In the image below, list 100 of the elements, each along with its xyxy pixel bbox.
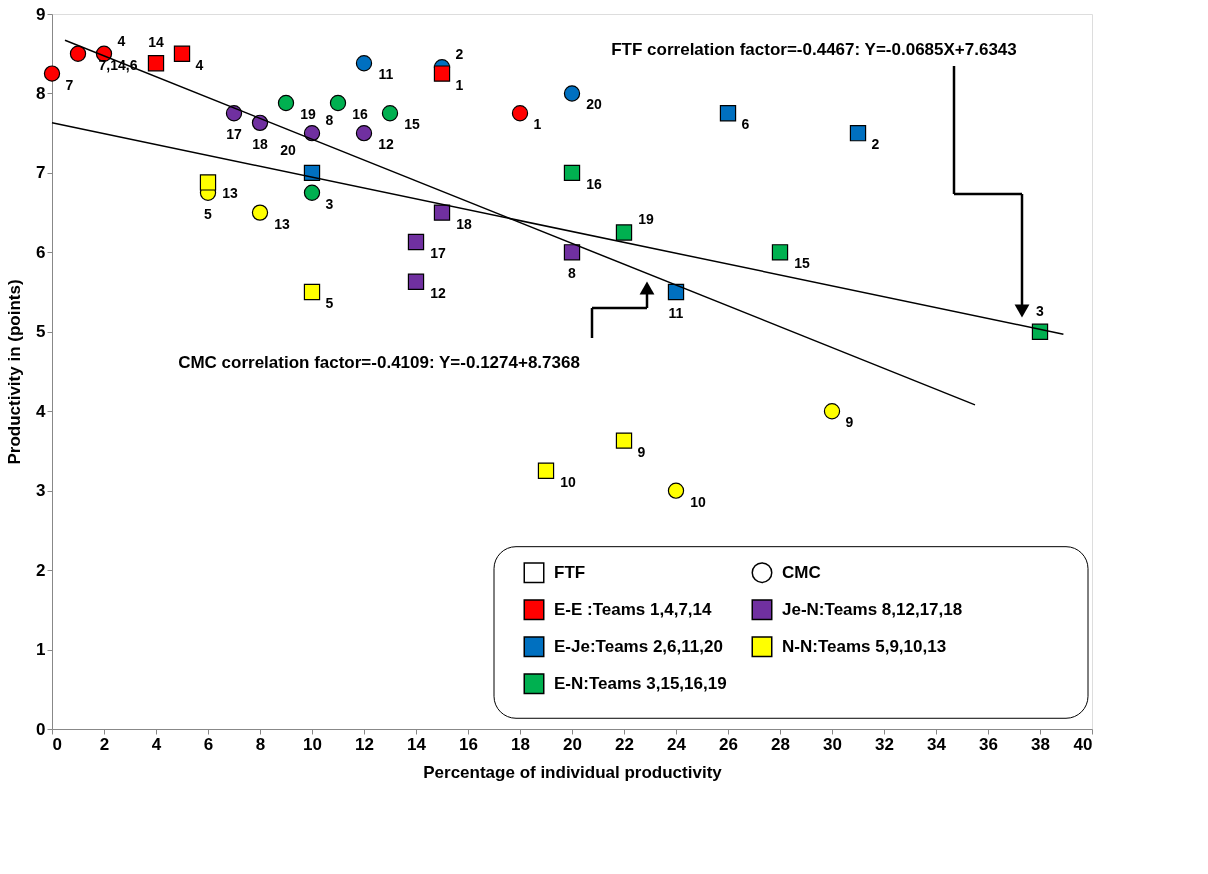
annotation: 19 (638, 211, 654, 228)
annotation: 7 (65, 76, 74, 93)
annotation: 12 (378, 136, 394, 153)
annotation: 18 (456, 215, 472, 232)
x-tick-label: 12 (355, 734, 374, 754)
x-tick-label: 0 (52, 734, 62, 754)
annotation: 16 (352, 105, 368, 122)
legend-label: E-E :Teams 1,4,7,14 (554, 599, 713, 619)
annotation: 12 (430, 284, 446, 301)
y-tick-label: 5 (36, 322, 46, 342)
point (667, 482, 685, 499)
x-tick-label: 18 (511, 734, 530, 754)
point (667, 283, 685, 301)
y-tick-label: 0 (36, 719, 46, 739)
y-tick-label: 9 (36, 4, 46, 24)
annotation: 5 (204, 205, 213, 222)
point (303, 283, 321, 301)
point (251, 114, 269, 132)
annotation: CMC correlation factor=-0.4109: Y=-0.1274+8.7368 (178, 353, 580, 372)
x-tick-label: 14 (407, 734, 427, 754)
annotation: 11 (668, 305, 684, 322)
annotation: 15 (404, 116, 420, 133)
x-tick-label: 22 (615, 734, 634, 754)
y-tick-label: 1 (36, 640, 46, 660)
point (173, 45, 191, 62)
annotation: 8 (568, 265, 577, 282)
point (303, 125, 321, 142)
point (147, 55, 165, 72)
x-tick-label: 26 (719, 734, 738, 754)
annotation: 3 (325, 195, 334, 212)
annotation: 1 (455, 76, 464, 93)
legend-label: N-N:Teams 5,9,10,13 (782, 636, 947, 656)
y-tick-label: 6 (36, 242, 46, 262)
x-tick-label: 28 (771, 734, 790, 754)
x-tick-label: 10 (303, 734, 322, 754)
annotation: 8 (325, 112, 334, 129)
x-tick-label: 30 (823, 734, 842, 754)
point (381, 105, 399, 122)
point (563, 85, 581, 102)
y-tick-label: 3 (36, 481, 46, 501)
legend-label: Je-N:Teams 8,12,17,18 (782, 599, 963, 619)
annotation: 18 (252, 135, 268, 152)
point (355, 55, 373, 72)
point (433, 204, 451, 221)
x-axis-title: Percentage of individual productivity (423, 762, 723, 782)
y-tick-label: 4 (36, 401, 47, 421)
annotation: 13 (222, 185, 238, 202)
annotation: 17 (430, 245, 446, 262)
point (615, 224, 633, 241)
point (771, 244, 789, 261)
annotation: 19 (300, 105, 316, 122)
legend-label: E-N:Teams 3,15,16,19 (554, 673, 727, 693)
point (407, 273, 425, 290)
point (537, 462, 555, 479)
x-tick-label: 16 (459, 734, 478, 754)
x-tick-label: 34 (927, 734, 947, 754)
point (303, 184, 321, 201)
annotation: 9 (637, 443, 646, 460)
annotation: 4 (117, 32, 126, 49)
x-tick-label: 38 (1031, 734, 1050, 754)
point (199, 174, 217, 191)
annotation: CMC (782, 562, 821, 582)
annotation: 17 (226, 126, 242, 143)
x-tick-label: 8 (255, 734, 266, 754)
annotation: 15 (794, 255, 810, 272)
x-tick-label: 36 (979, 734, 998, 754)
annotation: 20 (280, 141, 296, 158)
x-tick-label: 32 (875, 734, 894, 754)
point (615, 432, 633, 449)
annotation: FTF correlation factor=-0.4467: Y=-0.0685X+7.6343 (611, 40, 1017, 59)
y-tick-label: 2 (36, 560, 46, 580)
annotation: 10 (560, 473, 576, 490)
y-axis-title: Productivity in (points) (5, 279, 25, 465)
annotation: 16 (586, 175, 602, 192)
point (849, 124, 867, 142)
x-tick-label: 20 (563, 734, 582, 754)
point (433, 65, 451, 82)
point (563, 244, 581, 261)
point (355, 125, 373, 142)
y-tick-label: 7 (36, 163, 46, 183)
annotation: 6 (741, 116, 750, 133)
annotation: 1 (533, 116, 542, 133)
point (719, 105, 737, 122)
x-tick-label: 2 (99, 734, 110, 754)
point (563, 164, 581, 182)
point (251, 204, 269, 221)
y-tick-label: 8 (36, 83, 46, 103)
point (43, 65, 61, 82)
point (329, 94, 347, 112)
annotation: 4 (195, 56, 204, 73)
x-tick-label: 6 (203, 734, 214, 754)
x-tick-label: 24 (667, 734, 687, 754)
annotation: 2 (871, 136, 880, 153)
annotation: 2 (455, 46, 464, 63)
x-tick-label: 40 (1073, 734, 1093, 754)
annotation: FTF (554, 562, 586, 582)
annotation: 13 (274, 215, 290, 232)
point (277, 94, 295, 112)
point (511, 105, 529, 122)
annotation: 11 (378, 66, 394, 83)
